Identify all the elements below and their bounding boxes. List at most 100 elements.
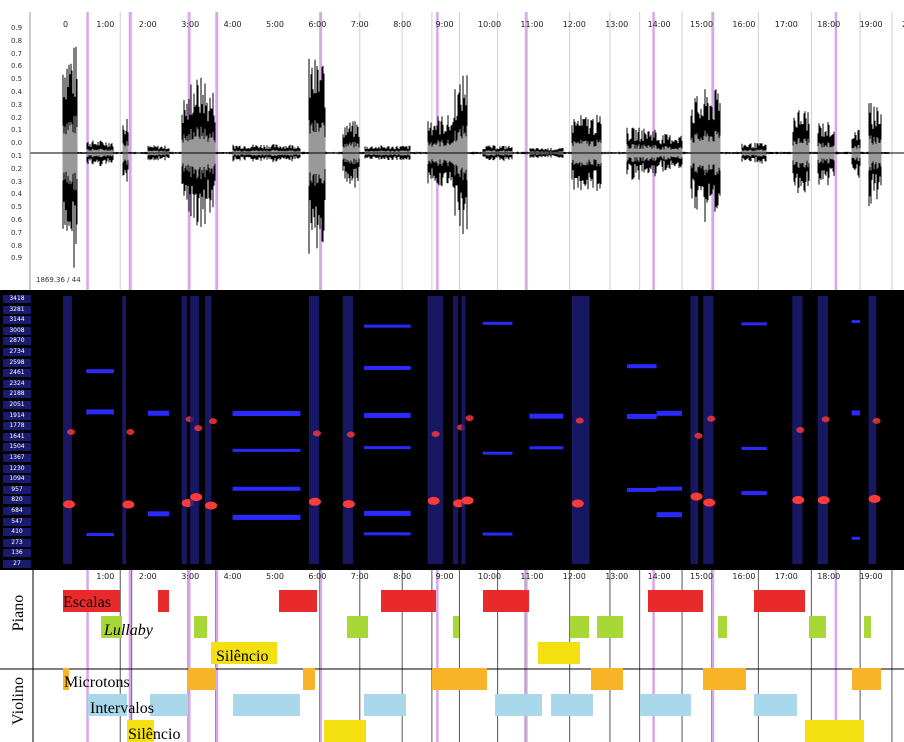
frequency-tick-label: 2188 (3, 390, 31, 399)
amplitude-tick-label: 0.5 (11, 75, 23, 84)
annotation-segment[interactable] (851, 668, 882, 690)
spectral-peak (796, 427, 805, 434)
annotation-segment[interactable] (194, 616, 208, 638)
frequency-tick-label: 1367 (3, 454, 31, 462)
annotation-segment[interactable] (88, 694, 127, 716)
annotation-segment[interactable] (703, 668, 746, 690)
track-time-tick-label: 11:00 (520, 572, 544, 581)
spectral-band (851, 410, 861, 416)
spectral-band (147, 511, 169, 517)
amplitude-tick-label: 0.4 (11, 190, 23, 199)
spectral-band (851, 536, 861, 540)
spectral-column (181, 296, 187, 564)
annotation-segment[interactable] (550, 694, 593, 716)
annotation-segment[interactable] (63, 590, 121, 612)
instrument-label-piano: Piano (10, 594, 27, 632)
spectral-column (690, 296, 699, 564)
annotation-segment[interactable] (754, 590, 805, 612)
segment-marker (128, 12, 132, 290)
annotation-segment[interactable] (211, 642, 278, 664)
annotation-segment[interactable] (569, 616, 589, 638)
spectral-peak (575, 417, 584, 424)
spectral-column (205, 296, 212, 564)
spectral-column (427, 296, 443, 564)
spectral-peak (308, 497, 321, 506)
annotation-segment[interactable] (639, 694, 691, 716)
annotation-segment[interactable] (279, 590, 318, 612)
spectrogram-canvas[interactable] (0, 290, 904, 570)
row-label-intervalos: Intervalos (90, 700, 154, 717)
spectral-peak (312, 430, 321, 437)
annotation-tracks-panel[interactable]: 1:00 2:00 3:00 4:00 5:00 6:00 7:00 8:00 9:00 10:0… (0, 570, 904, 742)
annotation-segment[interactable] (431, 668, 487, 690)
annotation-segment[interactable] (805, 720, 865, 742)
annotation-segment[interactable] (590, 668, 623, 690)
time-tick-label: 17:00 (774, 20, 798, 29)
annotation-segment[interactable] (101, 616, 123, 638)
spectral-band (529, 413, 564, 419)
time-tick-label: 7:00 (350, 20, 369, 29)
annotation-segment[interactable] (188, 668, 216, 690)
spectral-peak (63, 500, 75, 509)
frequency-tick-label: 1094 (3, 475, 31, 484)
annotation-segment[interactable] (809, 616, 827, 638)
annotation-segment[interactable] (648, 590, 704, 612)
time-tick-label: 13:00 (605, 20, 629, 29)
annotation-segment[interactable] (126, 720, 155, 742)
amplitude-tick-label: 0.7 (11, 49, 23, 58)
annotation-segment[interactable] (323, 720, 367, 742)
spectral-band (626, 487, 657, 492)
segment-marker (215, 12, 219, 290)
track-marker (319, 570, 323, 742)
instrument-label-violino: Violino (10, 677, 27, 725)
annotation-segment[interactable] (63, 668, 70, 690)
spectral-peak (427, 496, 440, 505)
segment-marker (834, 12, 838, 290)
amplitude-tick-label: 0.6 (11, 216, 23, 224)
amplitude-tick-label: 0.7 (11, 228, 23, 237)
annotation-segment[interactable] (232, 694, 301, 716)
spectral-peak (792, 496, 805, 505)
spectral-peak (571, 499, 584, 508)
time-tick-label: 3:00 (181, 20, 200, 29)
spectral-band (86, 533, 114, 537)
amplitude-tick-label: 0.3 (11, 100, 23, 109)
frequency-tick-label: 2870 (3, 337, 31, 346)
annotation-segment[interactable] (482, 590, 530, 612)
annotation-segment[interactable] (453, 616, 460, 638)
spectral-band (656, 512, 683, 518)
annotation-segment[interactable] (364, 694, 407, 716)
spectral-peak (209, 418, 218, 425)
spectral-peak (694, 432, 703, 439)
spectral-peak (707, 415, 716, 422)
track-marker (711, 570, 715, 742)
annotation-segment[interactable] (158, 590, 169, 612)
annotation-segment[interactable] (718, 616, 727, 638)
track-time-tick-label: 17:00 (774, 572, 798, 581)
spectral-band (741, 491, 767, 496)
waveform-canvas[interactable] (0, 0, 904, 290)
annotation-segment[interactable] (381, 590, 437, 612)
track-time-tick-label: 2:00 (138, 572, 157, 581)
waveform-panel[interactable]: 0.9 0.8 0.7 0.6 0.5 0.4 0.3 0.2 0.1 0.0 0.1 0.2 0.3 0… (0, 0, 904, 290)
time-tick-label: 8:00 (393, 20, 412, 29)
spectral-column (308, 296, 320, 564)
row-label-silencio-piano: Silêncio (216, 648, 269, 665)
annotation-segment[interactable] (347, 616, 369, 638)
time-tick-label: 0 (63, 20, 69, 29)
annotation-segment[interactable] (495, 694, 543, 716)
spectral-band (741, 322, 767, 326)
annotation-segment[interactable] (597, 616, 623, 638)
spectral-peak (821, 416, 830, 423)
frequency-tick-label: 3281 (3, 305, 31, 314)
spectrogram-panel[interactable]: 3418 3281 3144 3008 2870 2734 2598 2461 2324 2188… (0, 290, 904, 570)
spectral-band (656, 410, 683, 416)
annotation-segment[interactable] (149, 694, 189, 716)
annotation-segment[interactable] (754, 694, 797, 716)
annotation-segment[interactable] (537, 642, 581, 664)
annotation-segment[interactable] (864, 616, 871, 638)
spectral-band (626, 364, 657, 369)
annotation-segment[interactable] (302, 668, 316, 690)
spectrogram-background (0, 290, 904, 570)
row-label-escalas: Escalas (63, 594, 111, 611)
